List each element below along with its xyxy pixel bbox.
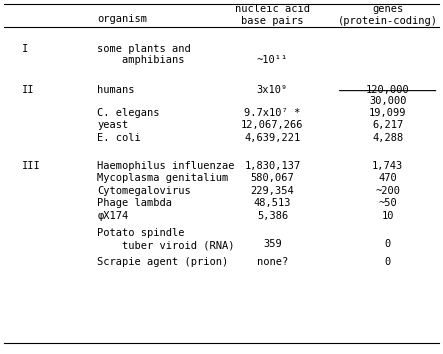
- Text: 6,217: 6,217: [372, 120, 403, 130]
- Text: 48,513: 48,513: [254, 198, 291, 208]
- Text: organism: organism: [97, 15, 148, 24]
- Text: 1,830,137: 1,830,137: [245, 161, 300, 171]
- Text: 9.7x10⁷ *: 9.7x10⁷ *: [245, 108, 300, 118]
- Text: 229,354: 229,354: [251, 186, 294, 196]
- Text: 1,743: 1,743: [372, 161, 403, 171]
- Text: some plants and: some plants and: [97, 44, 191, 53]
- Text: 10: 10: [381, 211, 394, 221]
- Text: tuber viroid (RNA): tuber viroid (RNA): [97, 240, 235, 250]
- Text: ~10¹¹: ~10¹¹: [257, 55, 288, 65]
- Text: 0: 0: [385, 257, 391, 267]
- Text: 0: 0: [385, 239, 391, 249]
- Text: genes
(protein-coding): genes (protein-coding): [338, 4, 438, 26]
- Text: nucleic acid
base pairs: nucleic acid base pairs: [235, 4, 310, 26]
- Text: amphibians: amphibians: [97, 55, 185, 65]
- Text: Haemophilus influenzae: Haemophilus influenzae: [97, 161, 235, 171]
- Text: 580,067: 580,067: [251, 173, 294, 183]
- Text: 12,067,266: 12,067,266: [241, 120, 304, 130]
- Text: 3x10⁹: 3x10⁹: [257, 85, 288, 95]
- Text: I: I: [22, 44, 28, 53]
- Text: ~200: ~200: [375, 186, 400, 196]
- Text: 470: 470: [378, 173, 397, 183]
- Text: ~50: ~50: [378, 198, 397, 208]
- Text: yeast: yeast: [97, 120, 129, 130]
- Text: 4,288: 4,288: [372, 133, 403, 143]
- Text: E. coli: E. coli: [97, 133, 141, 143]
- Text: humans: humans: [97, 85, 135, 95]
- Text: 4,639,221: 4,639,221: [245, 133, 300, 143]
- Text: C. elegans: C. elegans: [97, 108, 160, 118]
- Text: none?: none?: [257, 257, 288, 267]
- Text: 19,099: 19,099: [369, 108, 406, 118]
- Text: Scrapie agent (prion): Scrapie agent (prion): [97, 257, 229, 267]
- Text: III: III: [22, 161, 41, 171]
- Text: 120,000: 120,000: [366, 85, 409, 95]
- Text: Potato spindle: Potato spindle: [97, 228, 185, 238]
- Text: Phage lambda: Phage lambda: [97, 198, 172, 208]
- Text: II: II: [22, 85, 35, 95]
- Text: φX174: φX174: [97, 211, 129, 221]
- Text: 359: 359: [263, 239, 282, 249]
- Text: 5,386: 5,386: [257, 211, 288, 221]
- Text: Mycoplasma genitalium: Mycoplasma genitalium: [97, 173, 229, 183]
- Text: Cytomegalovirus: Cytomegalovirus: [97, 186, 191, 196]
- Text: 30,000: 30,000: [369, 96, 406, 105]
